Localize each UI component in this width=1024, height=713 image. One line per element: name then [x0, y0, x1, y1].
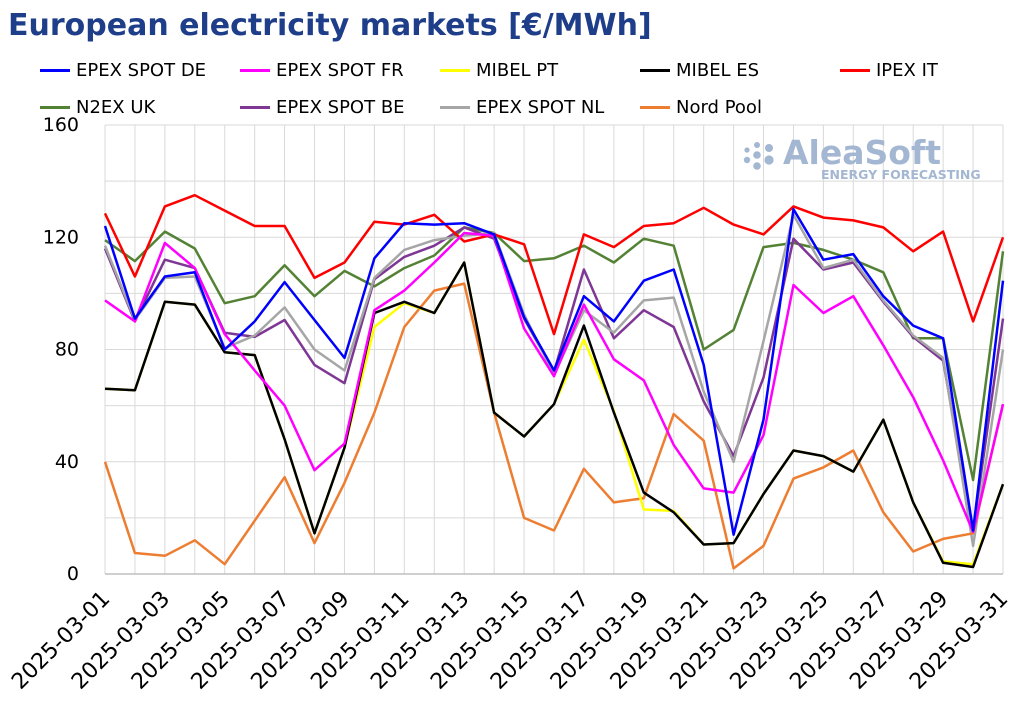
legend-item-epex-spot-be: EPEX SPOT BE — [240, 96, 440, 119]
y-tick-label: 0 — [67, 563, 79, 585]
legend-item-epex-spot-nl: EPEX SPOT NL — [440, 96, 640, 119]
legend-swatch — [440, 69, 470, 72]
legend-swatch — [640, 69, 670, 72]
x-axis-ticks: 2025-03-012025-03-032025-03-052025-03-07… — [7, 587, 1013, 695]
legend-label: EPEX SPOT BE — [276, 97, 405, 118]
series-line-nord-pool — [103, 282, 1005, 570]
legend-label: MIBEL ES — [676, 60, 760, 81]
legend: EPEX SPOT DE EPEX SPOT FR MIBEL PT MIBEL… — [40, 59, 980, 119]
y-axis-ticks: 0 40 80 120 160 — [43, 114, 79, 585]
legend-label: EPEX SPOT FR — [276, 60, 404, 81]
legend-label: Nord Pool — [676, 97, 762, 118]
legend-item-nord-pool: Nord Pool — [640, 96, 840, 119]
logo-name: AleaSoft — [783, 133, 941, 172]
legend-item-mibel-pt: MIBEL PT — [440, 59, 640, 82]
series-line-ipex-it — [103, 193, 1005, 336]
series-line-epex-spot-fr — [104, 231, 1005, 534]
legend-item-epex-spot-fr: EPEX SPOT FR — [240, 59, 440, 82]
legend-swatch — [40, 106, 70, 109]
legend-label: EPEX SPOT DE — [76, 60, 207, 81]
logo-dots-icon — [743, 142, 774, 170]
legend-swatch — [640, 106, 670, 109]
legend-label: MIBEL PT — [476, 60, 559, 81]
chart-title: European electricity markets [€/MWh] — [8, 8, 652, 43]
legend-item-ipex-it: IPEX IT — [840, 59, 980, 82]
series-line-mibel-es — [104, 261, 1005, 569]
legend-item-n2ex-uk: N2EX UK — [40, 96, 240, 119]
y-tick-label: 80 — [55, 339, 79, 361]
y-tick-label: 40 — [55, 451, 79, 473]
y-tick-label: 160 — [43, 114, 79, 136]
legend-label: EPEX SPOT NL — [476, 97, 605, 118]
legend-item-epex-spot-de: EPEX SPOT DE — [40, 59, 240, 82]
legend-swatch — [440, 106, 470, 109]
legend-swatch — [240, 106, 270, 109]
series-lines — [103, 193, 1005, 570]
logo-tagline: ENERGY FORECASTING — [821, 167, 981, 182]
y-tick-label: 120 — [43, 226, 79, 248]
legend-item-mibel-es: MIBEL ES — [640, 59, 840, 82]
legend-swatch — [40, 69, 70, 72]
aleasoft-logo: AleaSoft ENERGY FORECASTING — [743, 133, 981, 182]
legend-swatch — [840, 69, 870, 72]
legend-swatch — [240, 69, 270, 72]
grid — [104, 124, 1004, 575]
series-line-epex-spot-de — [103, 207, 1005, 536]
legend-label: N2EX UK — [76, 97, 156, 118]
legend-label: IPEX IT — [876, 60, 938, 81]
